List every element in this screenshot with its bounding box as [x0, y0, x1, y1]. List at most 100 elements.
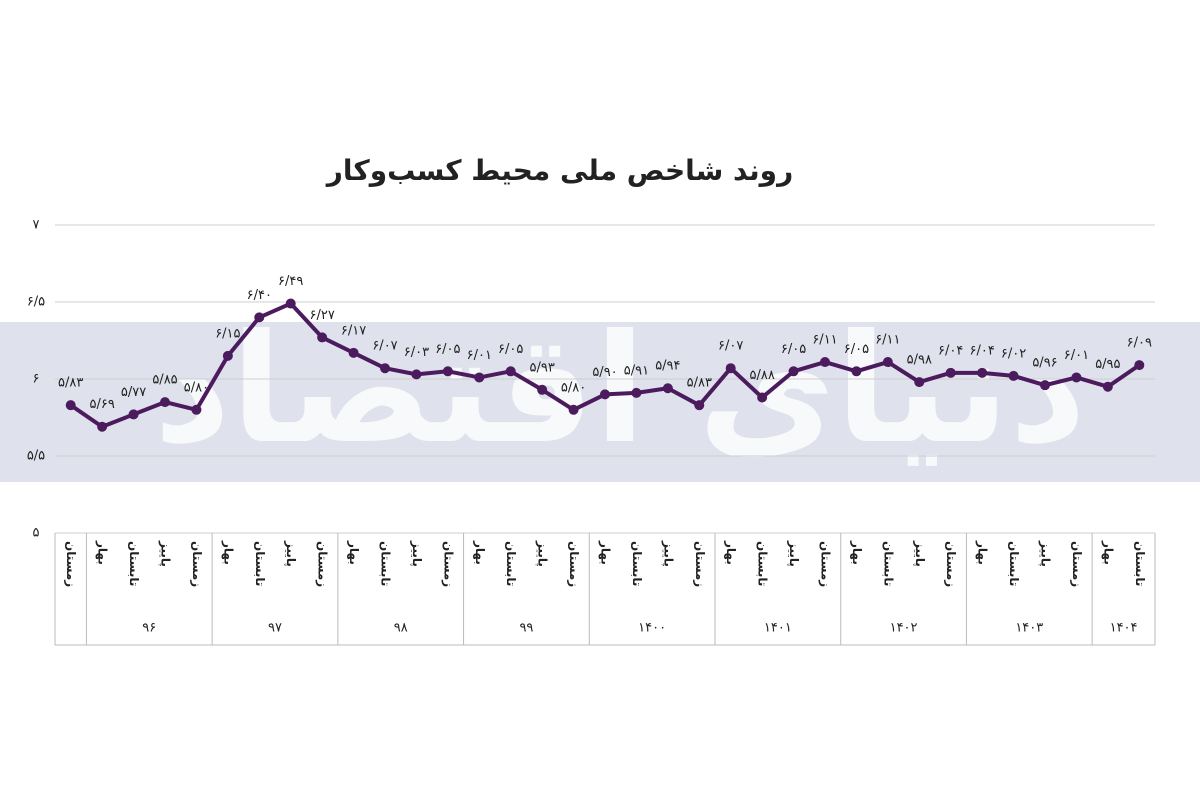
x-tick-label: زمستان: [64, 541, 78, 587]
x-group-label: ۱۴۰۴: [1110, 621, 1138, 636]
x-tick-label: تابستان: [1133, 541, 1147, 586]
point: [97, 421, 108, 432]
point: [631, 387, 642, 398]
point: [380, 363, 390, 374]
x-tick-label: تابستان: [504, 541, 518, 586]
x-group-label: ۱۴۰۲: [890, 621, 918, 636]
point: [348, 347, 359, 358]
x-tick-label: بهار: [850, 540, 864, 565]
point: [65, 400, 76, 411]
point: [411, 369, 422, 380]
value-label: ۵/۸۰: [561, 380, 586, 395]
y-tick-label: ۵/۵: [27, 449, 45, 464]
x-tick-label: بهار: [221, 540, 235, 565]
x-tick-label: بهار: [473, 540, 487, 565]
point: [537, 384, 548, 395]
point: [1008, 370, 1019, 381]
x-tick-label: پاییز: [787, 540, 801, 567]
x-tick-label: پاییز: [913, 540, 927, 567]
x-tick-label: زمستان: [944, 541, 958, 587]
x-tick-label: بهار: [599, 540, 613, 565]
x-tick-label: تابستان: [630, 541, 644, 586]
x-tick-label: پاییز: [284, 540, 298, 567]
x-tick-label: تابستان: [253, 541, 267, 586]
point: [1071, 372, 1082, 383]
x-tick-label: بهار: [724, 540, 738, 565]
value-label: ۶/۰۴: [938, 343, 963, 358]
value-label: ۵/۸۳: [58, 376, 83, 391]
point: [725, 363, 736, 374]
point: [1134, 360, 1145, 371]
x-group-label: ۱۴۰۰: [638, 621, 666, 636]
value-label: ۶/۰۷: [372, 339, 397, 354]
point: [788, 366, 799, 377]
point: [568, 404, 579, 415]
x-tick-label: بهار: [347, 540, 361, 565]
value-label: ۶/۲۷: [309, 308, 334, 323]
value-label: ۶/۰۴: [969, 343, 994, 358]
x-tick-label: تابستان: [127, 541, 141, 586]
point: [757, 392, 768, 403]
point: [442, 366, 453, 377]
value-label: ۶/۰۵: [435, 342, 460, 357]
point: [945, 367, 956, 378]
value-label: ۵/۹۸: [907, 353, 932, 368]
point: [1102, 381, 1113, 392]
x-tick-label: تابستان: [379, 541, 393, 586]
point: [160, 397, 170, 408]
chart-title: روند شاخص ملی محیط کسب‌وکار: [325, 154, 793, 187]
x-tick-label: پاییز: [1039, 540, 1053, 567]
x-group-label: ۹۶: [142, 621, 156, 636]
point: [662, 383, 673, 394]
point: [882, 357, 893, 368]
value-label: ۵/۸۰: [184, 380, 209, 395]
x-tick-label: بهار: [1101, 540, 1115, 565]
point: [317, 332, 328, 343]
value-label: ۵/۶۹: [89, 397, 114, 412]
value-label: ۶/۱۵: [215, 326, 240, 341]
point: [694, 400, 705, 411]
x-tick-label: زمستان: [693, 541, 707, 587]
point: [128, 409, 139, 420]
point: [1040, 380, 1050, 391]
x-tick-label: پاییز: [536, 540, 550, 567]
value-label: ۶/۴۰: [247, 288, 272, 303]
value-label: ۶/۴۹: [278, 274, 303, 289]
value-label: ۶/۰۱: [467, 348, 492, 363]
value-label: ۶/۰۱: [1064, 348, 1089, 363]
value-label: ۵/۸۳: [687, 376, 712, 391]
value-label: ۶/۰۹: [1127, 336, 1152, 351]
x-tick-label: پاییز: [661, 540, 675, 567]
point: [222, 350, 233, 361]
value-label: ۵/۸۸: [749, 368, 774, 383]
y-tick-label: ۶: [33, 372, 40, 387]
value-label: ۶/۱۱: [875, 333, 900, 348]
y-tick-label: ۵: [33, 526, 40, 541]
value-label: ۵/۹۶: [1032, 356, 1057, 371]
x-group-label: ۱۴۰۱: [764, 621, 792, 636]
value-label: ۵/۸۵: [152, 373, 177, 388]
x-tick-label: بهار: [976, 540, 990, 565]
value-label: ۵/۹۵: [1095, 357, 1120, 372]
y-tick-label: ۶/۵: [27, 295, 45, 310]
x-tick-label: زمستان: [190, 541, 204, 587]
point: [285, 298, 296, 309]
x-tick-label: زمستان: [441, 541, 455, 587]
x-tick-label: تابستان: [756, 541, 770, 586]
x-tick-label: پاییز: [159, 540, 173, 567]
x-tick-label: زمستان: [1070, 541, 1084, 587]
x-tick-label: بهار: [96, 540, 110, 565]
watermark: دنیای اقتصاد: [154, 303, 1087, 477]
value-label: ۶/۰۵: [498, 342, 523, 357]
y-tick-label: ۷: [33, 218, 40, 233]
point: [254, 312, 265, 323]
x-tick-label: زمستان: [567, 541, 581, 587]
value-label: ۵/۹۰: [592, 365, 617, 380]
value-label: ۶/۰۷: [718, 339, 743, 354]
x-group-label: ۱۴۰۳: [1015, 621, 1043, 636]
x-group-label: ۹۹: [519, 621, 533, 636]
value-label: ۵/۹۳: [529, 360, 554, 375]
point: [820, 357, 830, 368]
x-tick-label: پاییز: [410, 540, 424, 567]
